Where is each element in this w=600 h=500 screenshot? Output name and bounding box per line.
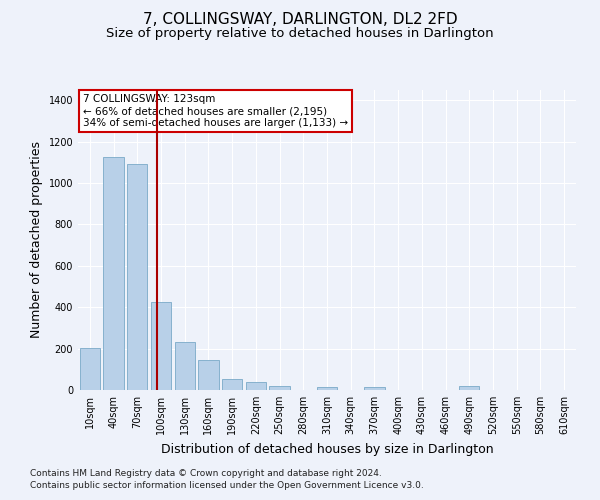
Bar	[269, 386, 290, 390]
Bar	[80, 348, 100, 390]
Bar	[459, 386, 479, 390]
Text: Distribution of detached houses by size in Darlington: Distribution of detached houses by size …	[161, 442, 493, 456]
Bar	[222, 378, 242, 390]
Text: Contains HM Land Registry data © Crown copyright and database right 2024.: Contains HM Land Registry data © Crown c…	[30, 468, 382, 477]
Bar	[127, 164, 148, 390]
Bar	[317, 387, 337, 390]
Bar	[364, 387, 385, 390]
Y-axis label: Number of detached properties: Number of detached properties	[30, 142, 43, 338]
Bar	[151, 302, 171, 390]
Text: Size of property relative to detached houses in Darlington: Size of property relative to detached ho…	[106, 28, 494, 40]
Bar	[246, 382, 266, 390]
Bar	[199, 360, 218, 390]
Text: 7 COLLINGSWAY: 123sqm
← 66% of detached houses are smaller (2,195)
34% of semi-d: 7 COLLINGSWAY: 123sqm ← 66% of detached …	[83, 94, 348, 128]
Bar	[103, 157, 124, 390]
Text: 7, COLLINGSWAY, DARLINGTON, DL2 2FD: 7, COLLINGSWAY, DARLINGTON, DL2 2FD	[143, 12, 457, 28]
Bar	[175, 342, 195, 390]
Text: Contains public sector information licensed under the Open Government Licence v3: Contains public sector information licen…	[30, 481, 424, 490]
